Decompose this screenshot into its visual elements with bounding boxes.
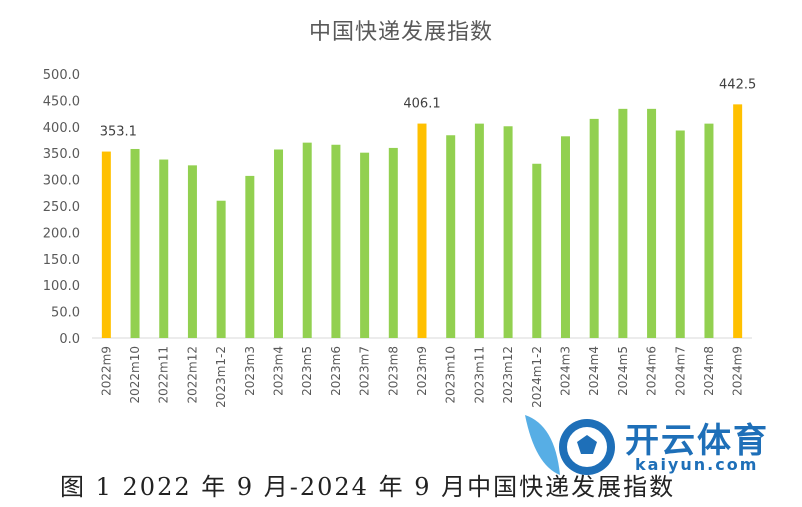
y-tick-label: 50.0 xyxy=(51,306,80,321)
x-tick-label: 2022m9 xyxy=(99,346,113,396)
bar-2024m5 xyxy=(618,108,628,339)
x-tick-label: 2022m10 xyxy=(128,346,142,404)
y-tick-label: 450.0 xyxy=(43,94,80,109)
bar-2023m10 xyxy=(446,135,456,338)
x-tick-label: 2024m8 xyxy=(702,346,716,396)
bar-2022m11 xyxy=(159,159,169,338)
x-tick-label: 2023m6 xyxy=(329,346,343,396)
chart-title: 中国快递发展指数 xyxy=(308,20,493,45)
soccer-ball-logo-icon xyxy=(525,415,615,475)
x-tick-label: 2024m6 xyxy=(645,346,659,396)
x-tick-label: 2022m12 xyxy=(185,346,199,404)
x-tick-label: 2024m3 xyxy=(558,346,572,396)
bar-2024m8 xyxy=(704,123,714,339)
bar-2023m5 xyxy=(302,142,312,338)
x-tick-label: 2023m4 xyxy=(272,346,286,396)
x-tick-label: 2023m7 xyxy=(358,346,372,396)
bar-2022m10 xyxy=(130,148,140,338)
x-tick-label: 2024m9 xyxy=(731,346,745,396)
bar-2024m4 xyxy=(589,118,599,338)
data-label: 406.1 xyxy=(403,97,440,112)
bars xyxy=(101,104,743,339)
bar-2022m9 xyxy=(101,151,111,338)
watermark-brand: 开云体育 xyxy=(625,421,769,461)
x-tick-label: 2024m7 xyxy=(673,346,687,396)
x-tick-label: 2023m11 xyxy=(472,346,486,404)
bar-2023m11 xyxy=(474,123,484,339)
y-tick-label: 400.0 xyxy=(43,121,80,136)
data-labels: 353.1 406.1 442.5 xyxy=(100,77,757,139)
watermark-site: kaiyun.com xyxy=(635,455,759,474)
bar-2024m6 xyxy=(647,108,657,339)
bar-2023m9 xyxy=(417,123,427,339)
data-label: 353.1 xyxy=(100,125,137,140)
x-tick-label: 2023m1-2 xyxy=(214,346,228,408)
x-tick-label: 2023m12 xyxy=(501,346,515,404)
bar-2023m7 xyxy=(360,152,370,338)
bar-2024m3 xyxy=(560,136,570,338)
y-tick-label: 150.0 xyxy=(43,253,80,268)
y-tick-label: 250.0 xyxy=(43,200,80,215)
y-tick-label: 300.0 xyxy=(43,174,80,189)
figure-caption: 图 1 2022 年 9 月-2024 年 9 月中国快递发展指数 xyxy=(60,473,676,501)
x-axis: 2022m9 2022m10 2022m11 2022m12 2023m1-2 2023m… xyxy=(92,337,752,408)
bar-2023m3 xyxy=(245,175,255,338)
y-tick-label: 350.0 xyxy=(43,147,80,162)
watermark: 开云体育 kaiyun.com xyxy=(515,405,795,485)
y-axis: 0.0 50.0 100.0 150.0 200.0 250.0 300.0 350.0 400… xyxy=(43,68,80,347)
y-tick-label: 0.0 xyxy=(59,332,80,347)
bar-2023m1-2 xyxy=(216,200,226,338)
bar-2023m8 xyxy=(388,147,398,338)
y-tick-label: 200.0 xyxy=(43,226,80,241)
bar-2024m9 xyxy=(733,104,743,338)
x-tick-label: 2024m4 xyxy=(587,346,601,396)
bar-2022m12 xyxy=(187,165,197,338)
x-tick-label: 2023m10 xyxy=(444,346,458,404)
x-tick-label: 2023m9 xyxy=(415,346,429,396)
bar-2023m4 xyxy=(274,149,284,338)
x-tick-label: 2023m3 xyxy=(243,346,257,396)
y-tick-label: 500.0 xyxy=(43,68,80,83)
x-tick-label: 2022m11 xyxy=(157,346,171,404)
bar-2023m6 xyxy=(331,144,341,338)
x-tick-label: 2024m5 xyxy=(616,346,630,396)
y-tick-label: 100.0 xyxy=(43,279,80,294)
x-tick-label: 2023m8 xyxy=(386,346,400,396)
bar-2024m1-2 xyxy=(532,163,542,338)
bar-2024m7 xyxy=(675,130,685,338)
x-tick-label: 2024m1-2 xyxy=(530,346,544,408)
data-label: 442.5 xyxy=(719,77,756,92)
x-tick-label: 2023m5 xyxy=(300,346,314,396)
bar-2023m12 xyxy=(503,126,513,338)
